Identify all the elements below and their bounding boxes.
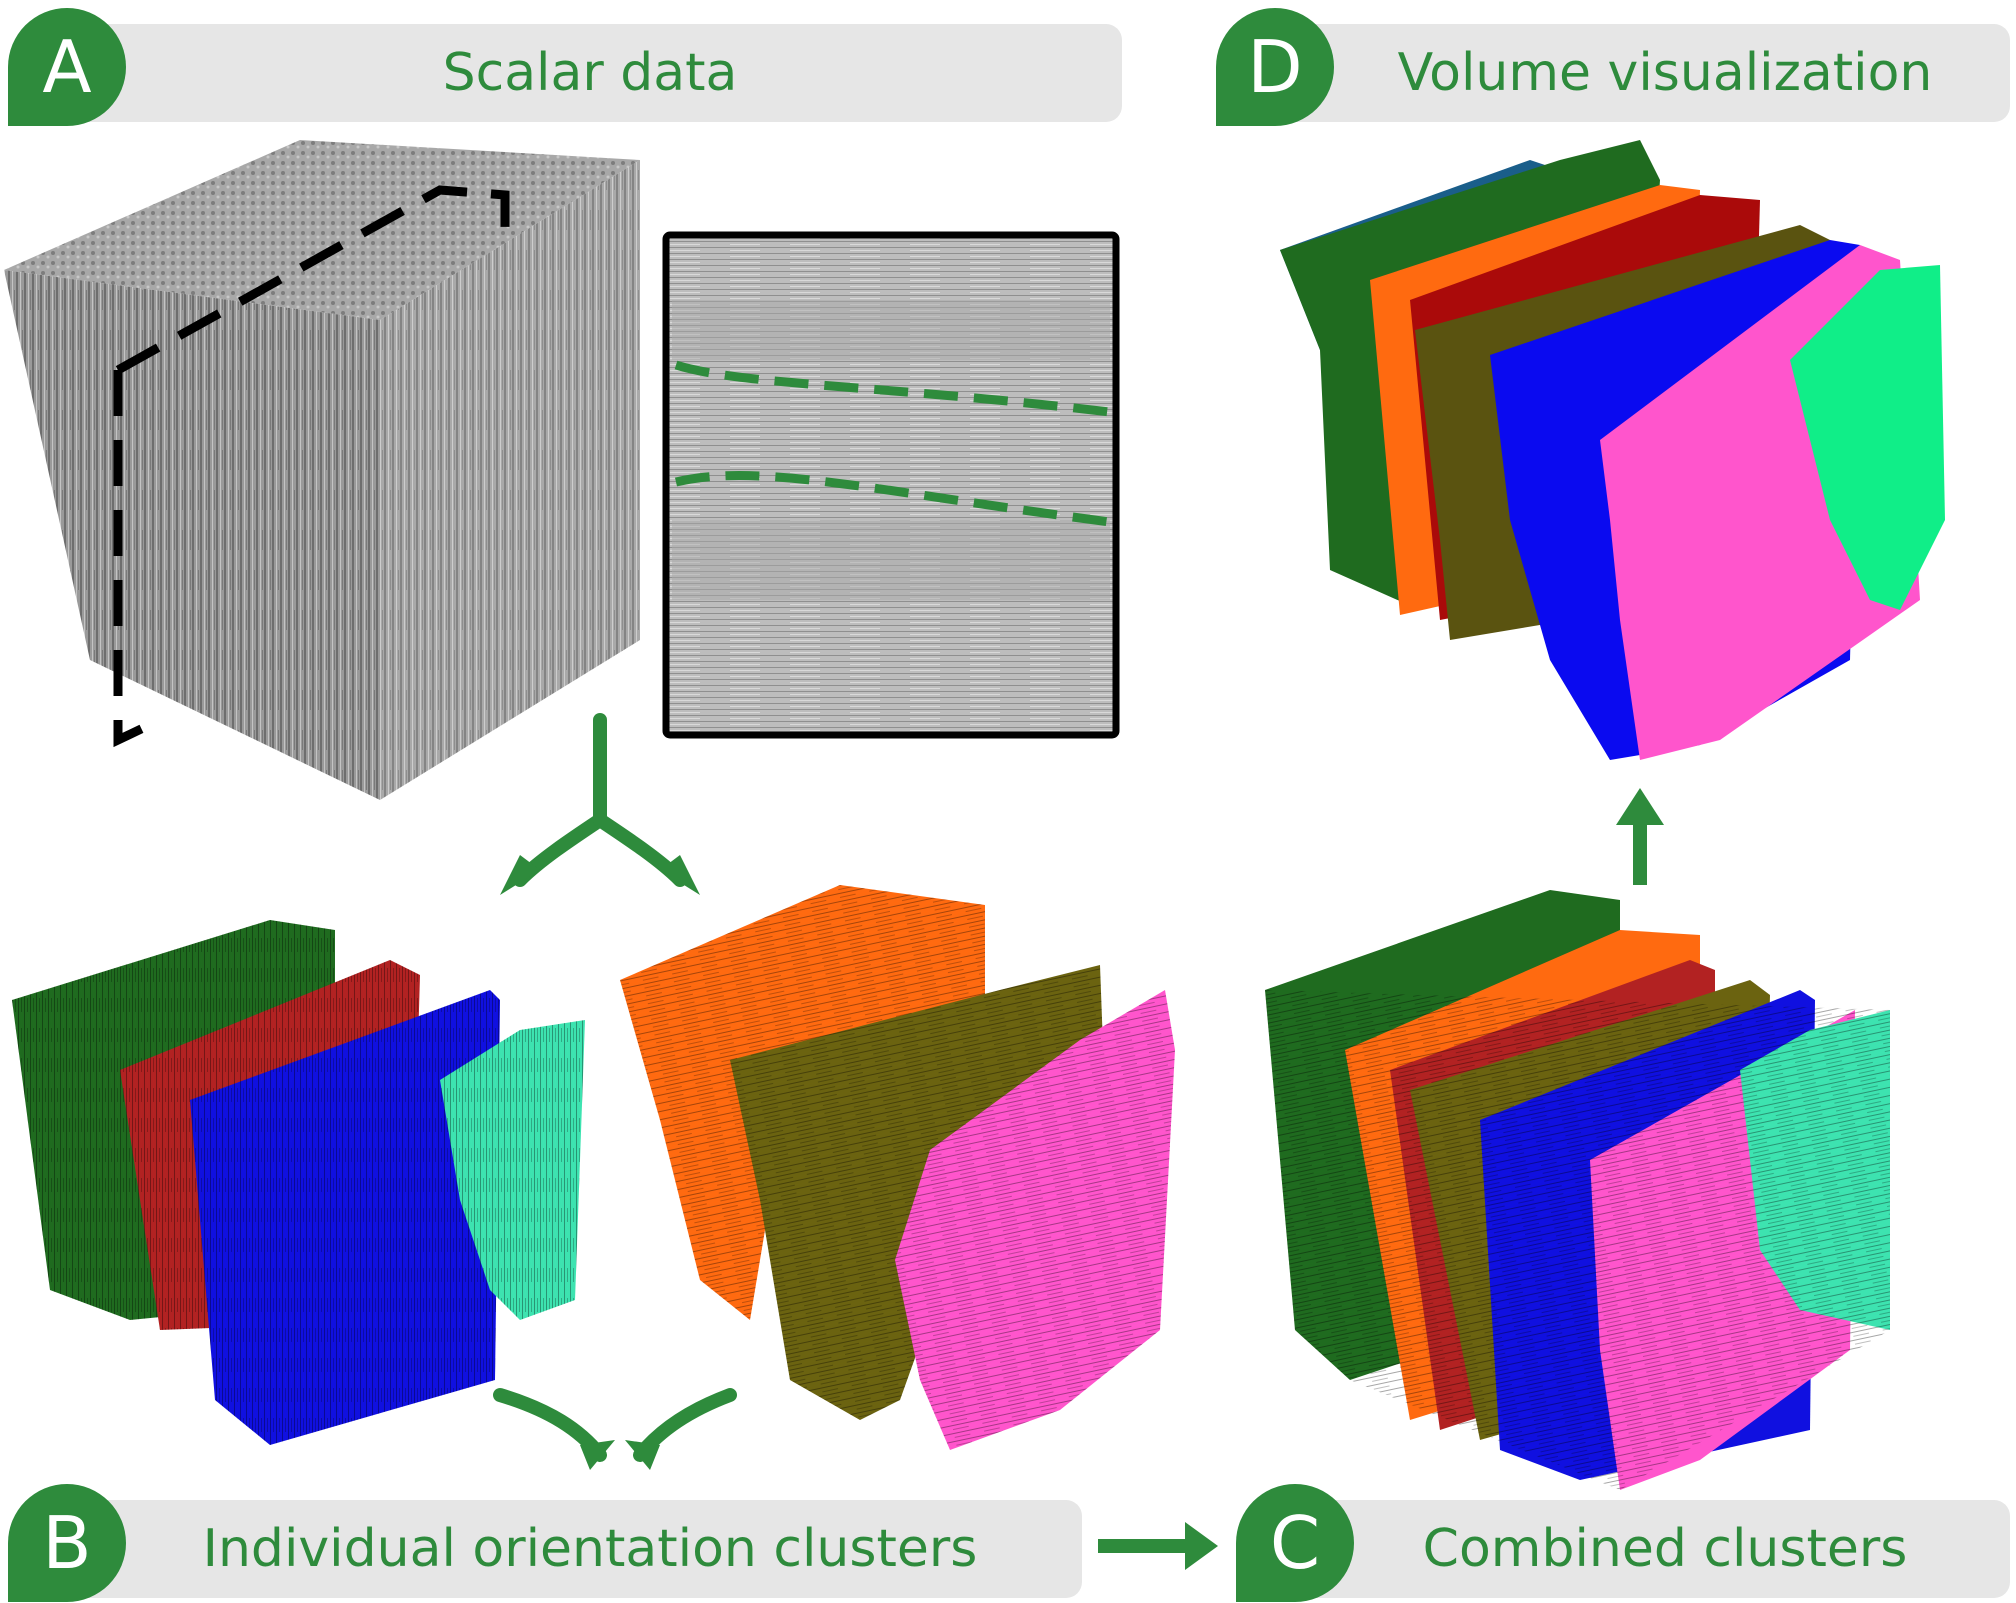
header-b-title: Individual orientation clusters: [202, 1519, 978, 1579]
split-arrow-icon: [500, 713, 700, 895]
badge-c: C: [1236, 1484, 1354, 1602]
cube-top-face: [4, 140, 640, 320]
header-c-title: Combined clusters: [1422, 1519, 1908, 1579]
volume-mint: [1790, 265, 1945, 610]
header-c-bar: [1290, 1500, 2010, 1598]
header-d-title: Volume visualization: [1397, 43, 1933, 103]
badge-d: D: [1216, 8, 1334, 126]
badge-a: A: [8, 8, 126, 126]
up-arrow-icon: [1616, 788, 1664, 885]
cube-left-face: [4, 270, 380, 800]
scalar-volume-cube: [4, 140, 640, 800]
tomogram-slice-inset: [662, 231, 1120, 739]
header-b-bar: [62, 1500, 1082, 1598]
fiber-boundary-upper: [674, 360, 1111, 417]
combined-clusters-cube: [1265, 890, 1890, 1490]
cube-right-face: [380, 160, 640, 800]
header-a-bar: [62, 24, 1122, 122]
header-a-title: Scalar data: [442, 43, 738, 103]
volume-visualization-cube: [1280, 140, 1945, 760]
cluster-group-left: [12, 920, 585, 1445]
merge-arrow-icon: [493, 1388, 737, 1470]
right-arrow-icon: [1098, 1522, 1218, 1570]
slice-plane-outline: [113, 185, 510, 748]
badge-b: B: [8, 1484, 126, 1602]
header-d-bar: [1270, 24, 2010, 122]
fiber-boundary-lower: [674, 471, 1111, 527]
cluster-group-right: [620, 885, 1175, 1450]
